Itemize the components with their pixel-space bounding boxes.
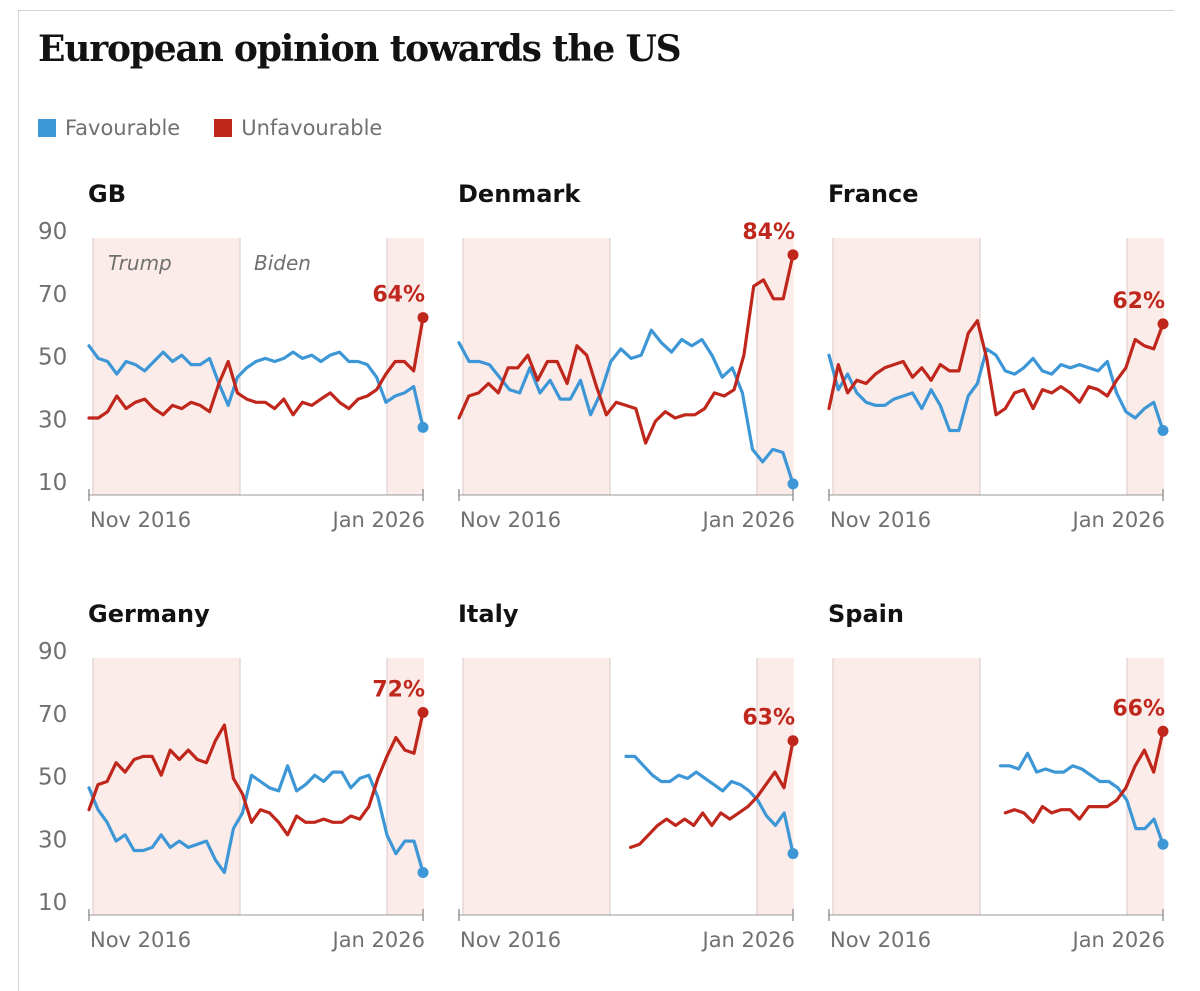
y-tick-label: 50 bbox=[38, 765, 67, 791]
y-tick-label: 50 bbox=[38, 345, 67, 371]
endpoint-favourable bbox=[1157, 425, 1169, 437]
panel-title-italy: Italy bbox=[458, 600, 519, 628]
legend-label-unfavourable: Unfavourable bbox=[241, 116, 383, 140]
endpoint-unfavourable bbox=[1157, 725, 1169, 737]
panel-denmark: Nov 2016 Jan 2026 84% bbox=[457, 220, 799, 532]
panel-title-gb: GB bbox=[88, 180, 126, 208]
series-line-unfavourable bbox=[628, 739, 795, 849]
x-tick-label: Jan 2026 bbox=[701, 508, 796, 532]
panel-gb: Nov 2016 Jan 2026 10 30 50 70 90 Trump Biden 64% bbox=[38, 219, 429, 532]
series-line-unfavourable bbox=[87, 710, 425, 837]
chart-title: European opinion towards the US bbox=[38, 28, 682, 70]
endpoint-unfavourable bbox=[417, 312, 429, 324]
current-term-shade bbox=[1127, 238, 1164, 495]
x-tick-label: Nov 2016 bbox=[460, 928, 561, 952]
trump-term-shade bbox=[93, 658, 240, 915]
y-tick-label: 90 bbox=[38, 219, 67, 245]
end-value-label: 62% bbox=[1112, 289, 1165, 314]
series-line-unfavourable bbox=[87, 316, 425, 420]
end-value-label: 72% bbox=[372, 677, 425, 702]
x-tick-label: Nov 2016 bbox=[90, 508, 191, 532]
trump-term-shade bbox=[463, 238, 610, 495]
legend-swatch-unfavourable bbox=[214, 119, 233, 137]
series-line-favourable bbox=[87, 764, 425, 875]
current-term-shade bbox=[1127, 658, 1164, 915]
endpoint-unfavourable bbox=[417, 706, 429, 718]
current-term-shade bbox=[757, 658, 794, 915]
x-tick-label: Jan 2026 bbox=[331, 508, 426, 532]
biden-label: Biden bbox=[254, 251, 311, 275]
y-tick-label: 90 bbox=[38, 639, 67, 665]
legend-item-unfavourable: Unfavourable bbox=[214, 116, 382, 140]
x-tick-label: Nov 2016 bbox=[460, 508, 561, 532]
series-line-favourable bbox=[87, 344, 425, 429]
panel-germany: Nov 2016 Jan 2026 10 30 50 70 90 72% bbox=[38, 639, 429, 952]
x-tick-label: Jan 2026 bbox=[701, 928, 796, 952]
endpoint-favourable bbox=[1157, 838, 1169, 850]
trump-term-shade bbox=[463, 658, 610, 915]
series-line-favourable bbox=[998, 751, 1165, 846]
y-tick-label: 70 bbox=[38, 282, 67, 308]
x-tick-label: Nov 2016 bbox=[830, 508, 931, 532]
y-tick-label: 10 bbox=[38, 890, 67, 916]
end-value-label: 63% bbox=[742, 706, 795, 731]
legend-item-favourable: Favourable bbox=[38, 116, 180, 140]
series-line-favourable bbox=[827, 347, 1165, 433]
y-tick-label: 30 bbox=[38, 407, 67, 433]
endpoint-favourable bbox=[787, 848, 799, 860]
end-value-label: 64% bbox=[372, 283, 425, 308]
endpoint-favourable bbox=[787, 478, 799, 490]
endpoint-favourable bbox=[417, 421, 429, 433]
x-tick-label: Nov 2016 bbox=[90, 928, 191, 952]
series-line-unfavourable bbox=[827, 319, 1165, 417]
panel-title-france: France bbox=[828, 180, 919, 208]
panel-title-denmark: Denmark bbox=[458, 180, 581, 208]
x-tick-label: Jan 2026 bbox=[1071, 928, 1166, 952]
endpoint-unfavourable bbox=[1157, 318, 1169, 330]
panel-spain: Nov 2016 Jan 2026 66% bbox=[828, 658, 1169, 952]
panel-title-germany: Germany bbox=[88, 600, 210, 628]
end-value-label: 84% bbox=[742, 220, 795, 245]
endpoint-unfavourable bbox=[787, 735, 799, 747]
series-line-unfavourable bbox=[1003, 729, 1165, 824]
endpoint-favourable bbox=[417, 866, 429, 878]
trump-term-shade bbox=[833, 658, 980, 915]
x-tick-label: Jan 2026 bbox=[1071, 508, 1166, 532]
y-tick-label: 30 bbox=[38, 827, 67, 853]
y-tick-label: 70 bbox=[38, 702, 67, 728]
y-tick-label: 10 bbox=[38, 470, 67, 496]
x-tick-label: Nov 2016 bbox=[830, 928, 931, 952]
panel-title-spain: Spain bbox=[828, 600, 904, 628]
x-tick-label: Jan 2026 bbox=[331, 928, 426, 952]
series-line-unfavourable bbox=[457, 253, 795, 445]
panel-italy: Nov 2016 Jan 2026 63% bbox=[458, 658, 799, 952]
trump-term-shade bbox=[93, 238, 240, 495]
legend-label-favourable: Favourable bbox=[65, 116, 181, 140]
endpoint-unfavourable bbox=[787, 249, 799, 261]
series-line-favourable bbox=[624, 754, 795, 856]
top-rule bbox=[18, 10, 1174, 11]
end-value-label: 66% bbox=[1112, 696, 1165, 721]
panel-france: Nov 2016 Jan 2026 62% bbox=[827, 238, 1169, 532]
trump-label: Trump bbox=[108, 251, 172, 275]
legend: Favourable Unfavourable bbox=[38, 116, 416, 140]
left-rule bbox=[18, 10, 19, 991]
legend-swatch-favourable bbox=[38, 119, 56, 137]
